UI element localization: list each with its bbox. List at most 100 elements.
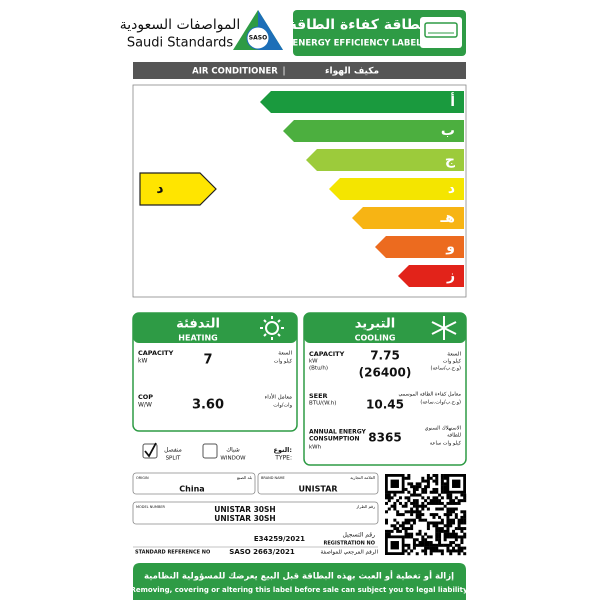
qr-module <box>421 513 425 517</box>
qr-module <box>443 513 447 517</box>
qr-module <box>443 538 447 542</box>
class-arrow <box>352 207 464 229</box>
qr-module <box>435 487 439 491</box>
class-letter: ز <box>446 268 455 284</box>
qr-module <box>463 493 467 497</box>
qr-module <box>454 543 458 547</box>
class-letter: د <box>448 181 455 197</box>
qr-module <box>443 535 447 539</box>
ac-icon <box>424 22 458 38</box>
qr-module <box>424 543 428 547</box>
standard-value: SASO 2663/2021 <box>229 548 295 556</box>
qr-module <box>446 521 450 525</box>
org-en: Saudi Standards <box>127 36 234 51</box>
qr-module <box>421 490 425 494</box>
qr-module <box>418 504 422 508</box>
qr-module <box>410 485 414 489</box>
qr-module <box>449 493 453 497</box>
qr-module <box>404 501 408 505</box>
qr-module <box>421 507 425 511</box>
qr-module <box>421 549 425 553</box>
qr-module <box>421 501 425 505</box>
qr-module <box>432 546 436 550</box>
checkbox <box>202 443 218 459</box>
qr-module <box>424 485 428 489</box>
qr-module <box>412 541 416 545</box>
qr-module <box>415 507 419 511</box>
qr-module <box>438 532 442 536</box>
origin-label-ar: بلد الصنع <box>237 475 252 480</box>
annual-unit-ar: كيلو وات ساعة <box>430 441 462 447</box>
qr-module <box>410 535 414 539</box>
qr-module <box>426 535 430 539</box>
qr-finder-core <box>452 479 461 488</box>
qr-module <box>404 549 408 553</box>
logo-circle <box>246 26 270 50</box>
qr-module <box>452 535 456 539</box>
qr-module <box>438 507 442 511</box>
qr-module <box>446 549 450 553</box>
footer-en: Removing, covering or altering this labe… <box>130 586 468 594</box>
brand-label-en: BRAND NAME <box>261 476 285 480</box>
qr-module <box>452 546 456 550</box>
qr-module <box>443 490 447 494</box>
annual-label-2: CONSUMPTION <box>309 436 360 443</box>
qr-module <box>404 521 408 525</box>
qr-module <box>438 499 442 503</box>
qr-module <box>452 518 456 522</box>
qr-module <box>412 521 416 525</box>
qr-module <box>407 532 411 536</box>
qr-module <box>443 524 447 528</box>
seer-label-ar: معامل كفاءة الطاقة الموسمي <box>399 392 462 398</box>
qr-module <box>418 529 422 533</box>
qr-module <box>449 541 453 545</box>
cooling-header <box>304 313 466 343</box>
qr-module <box>410 510 414 514</box>
qr-module <box>396 521 400 525</box>
title-ar: بطاقة كفاءة الطاقة <box>288 17 425 33</box>
qr-module <box>426 501 430 505</box>
qr-module <box>387 499 391 503</box>
qr-module <box>412 499 416 503</box>
qr-module <box>446 529 450 533</box>
qr-module <box>435 476 439 480</box>
qr-module <box>440 490 444 494</box>
qr-module <box>446 527 450 531</box>
qr-module <box>443 543 447 547</box>
qr-module <box>463 513 467 517</box>
qr-module <box>424 541 428 545</box>
qr-module <box>452 521 456 525</box>
qr-module <box>435 482 439 486</box>
qr-module <box>410 549 414 553</box>
qr-module <box>426 485 430 489</box>
qr-module <box>440 476 444 480</box>
qr-module <box>390 496 394 500</box>
qr-module <box>460 515 464 519</box>
qr-module <box>452 549 456 553</box>
type-option-ar: شباك <box>226 447 240 454</box>
qr-module <box>415 510 419 514</box>
qr-module <box>415 501 419 505</box>
qr-module <box>415 552 419 556</box>
qr-module <box>440 482 444 486</box>
qr-module <box>440 552 444 556</box>
qr-module <box>421 535 425 539</box>
qr-module <box>429 490 433 494</box>
qr-module <box>460 493 464 497</box>
qr-module <box>463 510 467 514</box>
qr-module <box>396 499 400 503</box>
qr-module <box>463 552 467 556</box>
type-option-en: SPLIT <box>166 456 181 462</box>
qr-module <box>438 538 442 542</box>
qr-module <box>443 482 447 486</box>
qr-module <box>440 501 444 505</box>
qr-finder-core <box>390 479 399 488</box>
qr-module <box>407 496 411 500</box>
qr-module <box>407 490 411 494</box>
qr-module <box>426 541 430 545</box>
qr-module <box>393 524 397 528</box>
qr-module <box>435 527 439 531</box>
qr-module <box>393 507 397 511</box>
qr-module <box>404 529 408 533</box>
